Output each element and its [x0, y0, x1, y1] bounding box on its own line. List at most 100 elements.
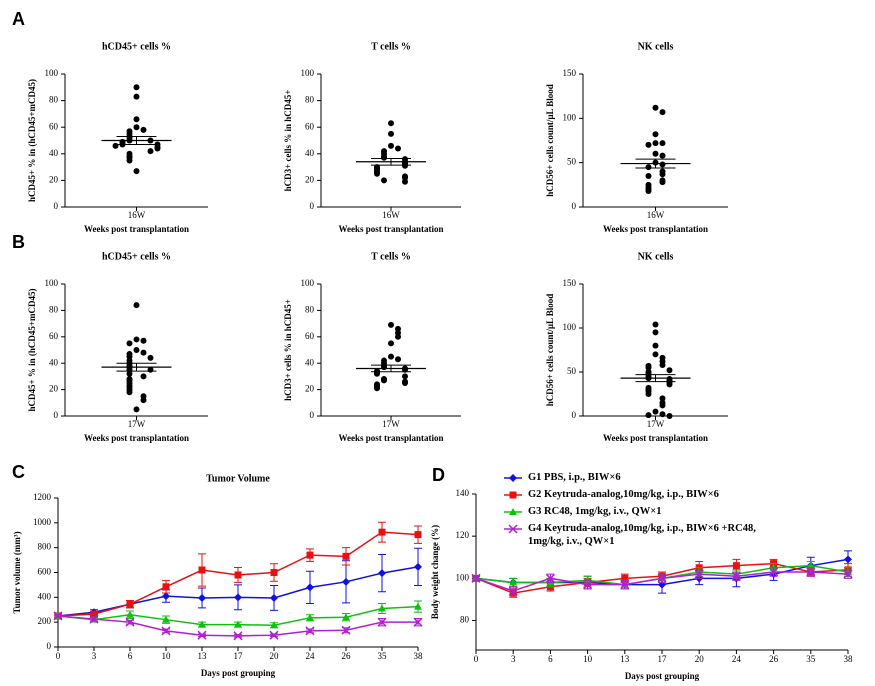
y-tick-label: 100 [301, 278, 315, 288]
y-tick-label: 60 [49, 331, 59, 341]
data-point [402, 178, 408, 185]
y-tick-label: 200 [38, 616, 52, 626]
legend-entry: G4 Keytruda-analog,10mg/kg, i.p., BIW×6 … [528, 523, 756, 547]
marker [233, 631, 243, 641]
y-tick-label: 40 [49, 148, 59, 158]
sem-bar [635, 374, 676, 383]
marker [844, 555, 852, 564]
data-point [388, 120, 394, 127]
y-tick-label: 80 [460, 615, 470, 625]
sem-bar [371, 157, 411, 166]
data-point [140, 126, 147, 133]
data-point [133, 347, 140, 353]
y-axis-label: hCD56+ cells count/µL Blood [545, 294, 555, 407]
data-point [652, 329, 659, 336]
x-tick-label: 35 [378, 651, 388, 661]
marker [509, 474, 517, 482]
data-point [133, 168, 140, 175]
data-point [126, 389, 133, 396]
y-tick-label: 50 [567, 366, 577, 376]
data-point [652, 104, 659, 111]
data-point [133, 336, 140, 343]
data-point [659, 140, 666, 147]
data-point [126, 340, 133, 347]
y-tick-label: 20 [305, 384, 315, 394]
marker [234, 571, 242, 579]
marker [305, 626, 315, 636]
data-point [133, 93, 140, 100]
marker [545, 573, 555, 583]
x-tick-label: 17 [234, 651, 244, 661]
x-axis-label: Weeks post transplantation [84, 224, 189, 234]
data-point [381, 154, 387, 161]
y-tick-label: 60 [305, 331, 315, 341]
x-tick-label: 0 [474, 654, 479, 664]
data-point [652, 351, 659, 358]
marker [126, 610, 134, 618]
y-tick-label: 80 [49, 95, 59, 105]
marker [413, 617, 423, 627]
marker [342, 577, 350, 586]
data-point [652, 321, 659, 328]
chart-title: NK cells [638, 41, 674, 52]
data-point [154, 145, 161, 152]
data-point [645, 364, 652, 371]
y-tick-label: 50 [567, 157, 577, 167]
data-point [381, 377, 387, 384]
panel-label: C [12, 462, 25, 482]
y-tick-label: 40 [305, 357, 315, 367]
data-point [652, 131, 659, 138]
marker [620, 580, 630, 590]
marker [126, 600, 134, 608]
data-point [659, 411, 666, 418]
x-tick-label: 16W [382, 210, 400, 220]
marker [162, 583, 170, 591]
data-point [147, 148, 154, 155]
data-point [388, 130, 394, 137]
x-tick-label: 20 [270, 651, 280, 661]
x-tick-label: 6 [128, 651, 133, 661]
panel-label: B [12, 232, 25, 252]
data-point [388, 142, 394, 149]
marker [732, 562, 740, 570]
data-point [402, 373, 408, 380]
data-point [652, 342, 659, 349]
marker [843, 569, 853, 579]
data-point [395, 145, 401, 152]
y-tick-label: 120 [456, 530, 470, 540]
x-tick-label: 10 [583, 654, 593, 664]
data-point [652, 408, 659, 415]
data-point [402, 162, 408, 169]
data-point [381, 177, 387, 184]
y-tick-label: 0 [310, 201, 315, 211]
x-axis-label: Weeks post transplantation [338, 433, 443, 443]
y-axis-label: hCD56+ cells count/µL Blood [545, 84, 555, 197]
marker [414, 531, 422, 539]
marker [508, 586, 518, 596]
data-point [147, 354, 154, 361]
marker [270, 569, 278, 576]
marker [806, 567, 816, 577]
y-tick-label: 100 [301, 68, 315, 78]
data-point [666, 381, 673, 388]
data-point [395, 333, 401, 340]
chart-title: Tumor Volume [206, 473, 270, 484]
y-axis-label: hCD45+ % in (hCD45+mCD45) [27, 288, 37, 411]
y-tick-label: 0 [54, 410, 59, 420]
y-tick-label: 140 [456, 488, 470, 498]
x-tick-label: 3 [92, 651, 97, 661]
marker [378, 604, 386, 612]
data-point [645, 141, 652, 148]
legend-label: G4 Keytruda-analog,10mg/kg, i.p., BIW×6 … [528, 523, 756, 547]
y-tick-label: 150 [563, 278, 577, 288]
marker [270, 621, 278, 629]
y-tick-label: 1200 [33, 492, 52, 502]
x-tick-label: 24 [732, 654, 742, 664]
chart-title: hCD45+ cells % [102, 41, 171, 52]
marker [342, 613, 350, 621]
marker [306, 583, 314, 592]
legend-label: G3 RC48, 1mg/kg, i.v., QW×1 [528, 506, 662, 517]
data-point [133, 116, 140, 123]
legend-entry: G1 PBS, i.p., BIW×6 [528, 472, 621, 483]
y-axis-label: Body weight change (%) [430, 525, 440, 619]
